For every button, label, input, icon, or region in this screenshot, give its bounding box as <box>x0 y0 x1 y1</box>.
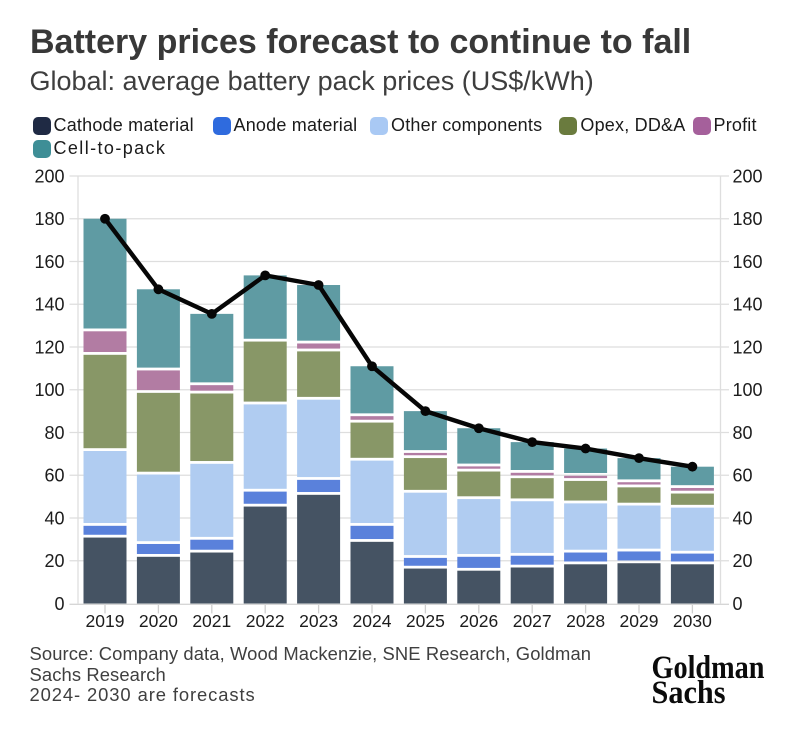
svg-text:180: 180 <box>34 209 64 229</box>
svg-text:160: 160 <box>34 252 64 272</box>
svg-text:2025: 2025 <box>406 611 445 631</box>
svg-text:20: 20 <box>733 551 753 571</box>
svg-text:2024: 2024 <box>353 611 392 631</box>
svg-text:100: 100 <box>34 380 64 400</box>
svg-text:140: 140 <box>733 295 763 315</box>
svg-text:2026: 2026 <box>459 611 498 631</box>
svg-text:200: 200 <box>34 166 64 186</box>
svg-text:140: 140 <box>34 295 64 315</box>
svg-text:0: 0 <box>54 594 64 614</box>
svg-text:40: 40 <box>733 508 753 528</box>
svg-text:80: 80 <box>733 423 753 443</box>
svg-text:0: 0 <box>733 594 743 614</box>
svg-text:120: 120 <box>733 337 763 357</box>
svg-text:200: 200 <box>733 166 763 186</box>
svg-text:2020: 2020 <box>139 611 178 631</box>
svg-text:2027: 2027 <box>513 611 552 631</box>
svg-text:2028: 2028 <box>566 611 605 631</box>
svg-text:2021: 2021 <box>192 611 231 631</box>
svg-text:60: 60 <box>44 466 64 486</box>
svg-text:160: 160 <box>733 252 763 272</box>
svg-text:20: 20 <box>44 551 64 571</box>
svg-text:2030: 2030 <box>673 611 712 631</box>
svg-text:120: 120 <box>34 337 64 357</box>
svg-text:Sachs: Sachs <box>652 675 726 711</box>
svg-text:2023: 2023 <box>299 611 338 631</box>
svg-text:100: 100 <box>733 380 763 400</box>
svg-text:180: 180 <box>733 209 763 229</box>
svg-text:40: 40 <box>44 508 64 528</box>
svg-text:2019: 2019 <box>86 611 125 631</box>
svg-text:60: 60 <box>733 466 753 486</box>
svg-text:Goldman: Goldman <box>652 650 765 686</box>
svg-text:2029: 2029 <box>620 611 659 631</box>
svg-text:80: 80 <box>44 423 64 443</box>
svg-text:2022: 2022 <box>246 611 285 631</box>
